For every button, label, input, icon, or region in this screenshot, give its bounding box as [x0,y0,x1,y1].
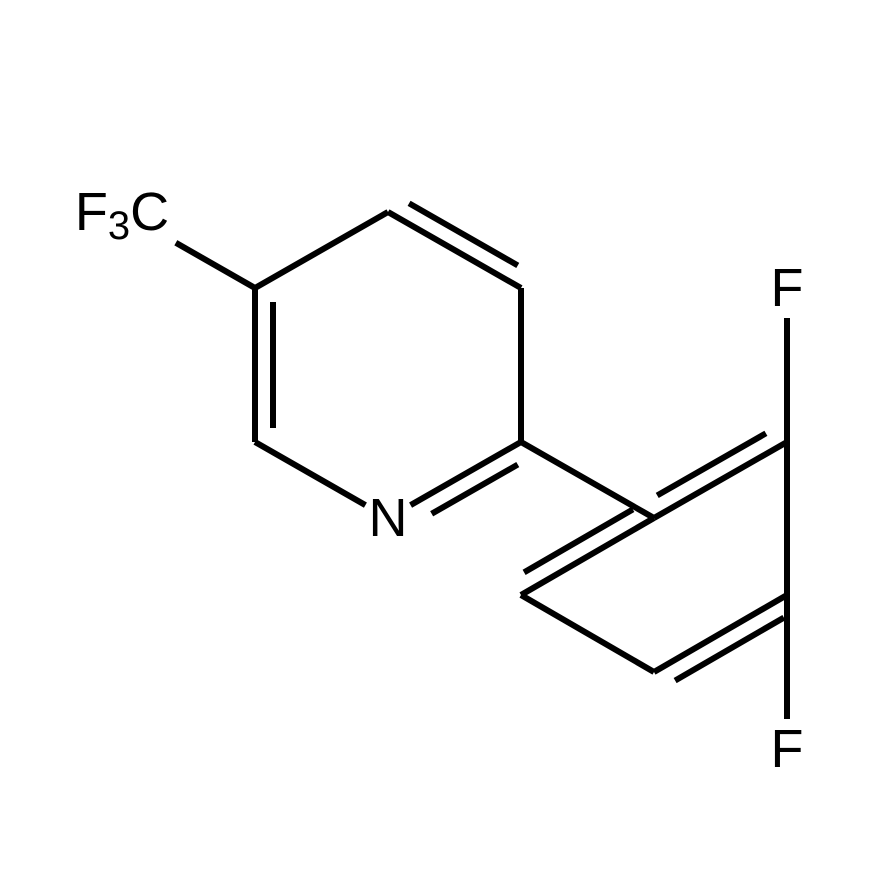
svg-text:F: F [771,719,804,779]
svg-text:N: N [369,488,408,548]
svg-text:F3C: F3C [75,182,169,248]
svg-text:F: F [771,258,804,318]
molecule-diagram: N F F F3C [0,0,890,890]
